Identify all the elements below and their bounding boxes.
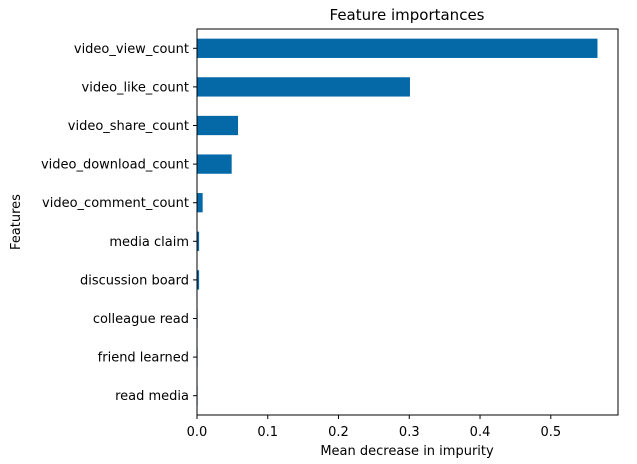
- y-tick-label: read media: [115, 389, 189, 404]
- x-tick-label: 0.5: [540, 425, 561, 440]
- y-tick-label: friend learned: [98, 351, 189, 366]
- plot-frame: [196, 28, 619, 416]
- bar-video-share-count: [197, 115, 239, 136]
- y-tick-label: video_view_count: [74, 42, 189, 57]
- bar-media-claim: [197, 231, 200, 251]
- bar-video-comment-count: [197, 193, 203, 213]
- x-tick-label: 0.0: [187, 425, 208, 440]
- y-tick-label: video_download_count: [41, 158, 189, 173]
- y-tick-label: media claim: [109, 235, 189, 250]
- y-tick-label: video_comment_count: [42, 196, 189, 211]
- x-tick-label: 0.1: [257, 425, 278, 440]
- x-ticks-layer: 0.0 0.1 0.2 0.3 0.4 0.5: [187, 415, 561, 440]
- y-tick-label: video_like_count: [82, 80, 189, 95]
- y-axis-label: Features: [9, 194, 24, 250]
- y-ticks-layer: video_view_count video_like_count video_sh…: [41, 42, 197, 404]
- x-tick-label: 0.3: [399, 425, 420, 440]
- x-tick-label: 0.2: [328, 425, 349, 440]
- y-tick-label: colleague read: [93, 312, 189, 327]
- bar-video-download-count: [197, 154, 232, 174]
- bar-discussion-board: [197, 270, 200, 290]
- chart-title: Feature importances: [330, 6, 485, 24]
- y-tick-label: discussion board: [80, 273, 189, 288]
- bars-layer: [197, 38, 598, 406]
- x-tick-label: 0.4: [470, 425, 491, 440]
- x-axis-label: Mean decrease in impurity: [320, 444, 494, 459]
- y-tick-label: video_share_count: [68, 119, 189, 134]
- bar-video-like-count: [197, 77, 410, 97]
- bar-video-view-count: [197, 38, 598, 58]
